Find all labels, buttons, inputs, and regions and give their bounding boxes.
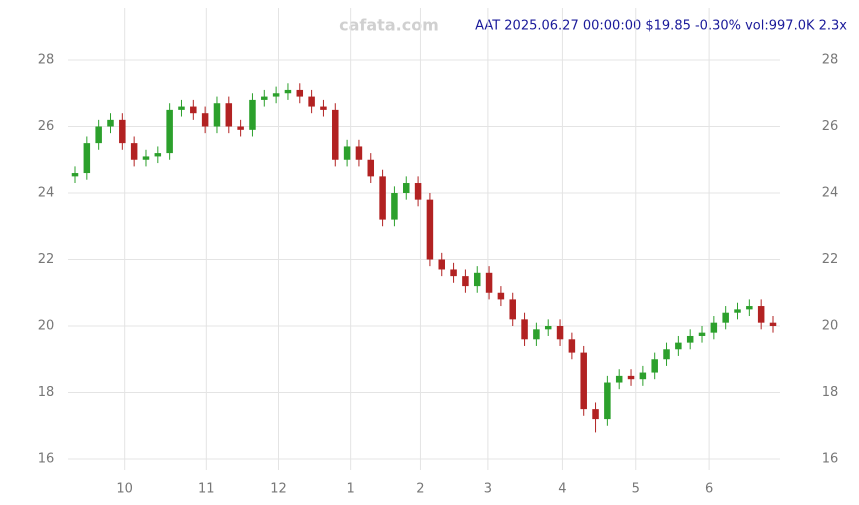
candle-body [568, 339, 576, 353]
y-tick-label-right: 24 [822, 186, 839, 201]
candle-body [355, 146, 363, 160]
candle-body [497, 292, 505, 300]
candle-body [95, 126, 102, 144]
x-tick-label: 4 [558, 482, 566, 497]
chart-title: AAT 2025.06.27 00:00:00 $19.85 -0.30% vo… [475, 19, 847, 34]
candle-body [284, 89, 292, 94]
candle-body [296, 89, 304, 97]
candle-body [485, 272, 493, 293]
y-tick-label-right: 20 [822, 319, 839, 334]
x-tick-label: 2 [416, 482, 424, 497]
candle-body [178, 106, 185, 110]
candle-body [426, 199, 434, 260]
x-tick-label: 5 [632, 482, 640, 497]
candle-body [154, 153, 162, 157]
y-tick-label-right: 16 [822, 452, 839, 467]
y-tick-label: 24 [38, 186, 55, 201]
candle-body [332, 109, 339, 160]
y-tick-label: 18 [38, 385, 55, 400]
y-tick-label-right: 18 [822, 385, 839, 400]
candle-body [462, 276, 469, 287]
candle-body [166, 109, 173, 154]
candle-body [450, 269, 457, 277]
candle-body [627, 375, 635, 380]
x-tick-label: 1 [347, 482, 355, 497]
candle-body [639, 372, 647, 380]
candle-body [521, 319, 528, 340]
candle-body [391, 193, 398, 220]
candle-body [592, 409, 599, 420]
candle-body [556, 326, 564, 340]
candle-body [237, 126, 244, 130]
candle-body [343, 146, 351, 160]
candle-body [722, 312, 729, 323]
candle-body [769, 322, 777, 326]
candle-body [107, 119, 114, 127]
candle-body [367, 159, 375, 177]
candle-body [320, 106, 327, 110]
y-tick-label: 28 [38, 53, 55, 68]
candle-body [249, 99, 256, 130]
candle-body [509, 299, 516, 320]
candle-body [544, 326, 552, 330]
candle-body [308, 96, 315, 107]
candle-body [580, 352, 587, 410]
candle-body [473, 272, 481, 287]
candle-body [190, 106, 197, 114]
candle-body [403, 183, 410, 193]
watermark: cafata.com [339, 16, 439, 35]
candle-body [710, 322, 718, 333]
candle-body [130, 143, 138, 160]
candle-body [698, 332, 706, 336]
candle-body [272, 93, 280, 97]
y-tick-label: 16 [38, 452, 55, 467]
y-tick-label-right: 26 [822, 119, 839, 134]
y-tick-label: 22 [38, 252, 55, 267]
candle-body [757, 306, 765, 323]
candle-body [379, 176, 386, 220]
candle-body [675, 342, 682, 350]
x-tick-label: 12 [270, 482, 287, 497]
candle-body [71, 173, 79, 177]
candle-body [615, 375, 623, 383]
candle-body [746, 306, 753, 310]
candle-body [261, 96, 268, 100]
candle-body [201, 113, 209, 127]
x-tick-label: 11 [198, 482, 215, 497]
y-tick-label: 26 [38, 119, 55, 134]
candle-body [119, 119, 126, 144]
x-tick-label: 10 [116, 482, 133, 497]
candle-body [651, 359, 658, 373]
y-tick-label: 20 [38, 319, 55, 334]
candle-body [686, 335, 694, 343]
candle-body [414, 183, 422, 200]
x-tick-label: 3 [484, 482, 492, 497]
candle-body [213, 103, 221, 127]
x-tick-label: 6 [705, 482, 713, 497]
candle-body [438, 259, 445, 270]
y-tick-label-right: 22 [822, 252, 839, 267]
candle-body [533, 329, 540, 340]
candle-body [225, 103, 233, 127]
candle-body [142, 156, 150, 160]
candle-body [83, 143, 91, 174]
candle-body [734, 309, 741, 313]
candle-body [604, 382, 611, 420]
y-tick-label-right: 28 [822, 53, 839, 68]
candle-body [663, 349, 670, 360]
